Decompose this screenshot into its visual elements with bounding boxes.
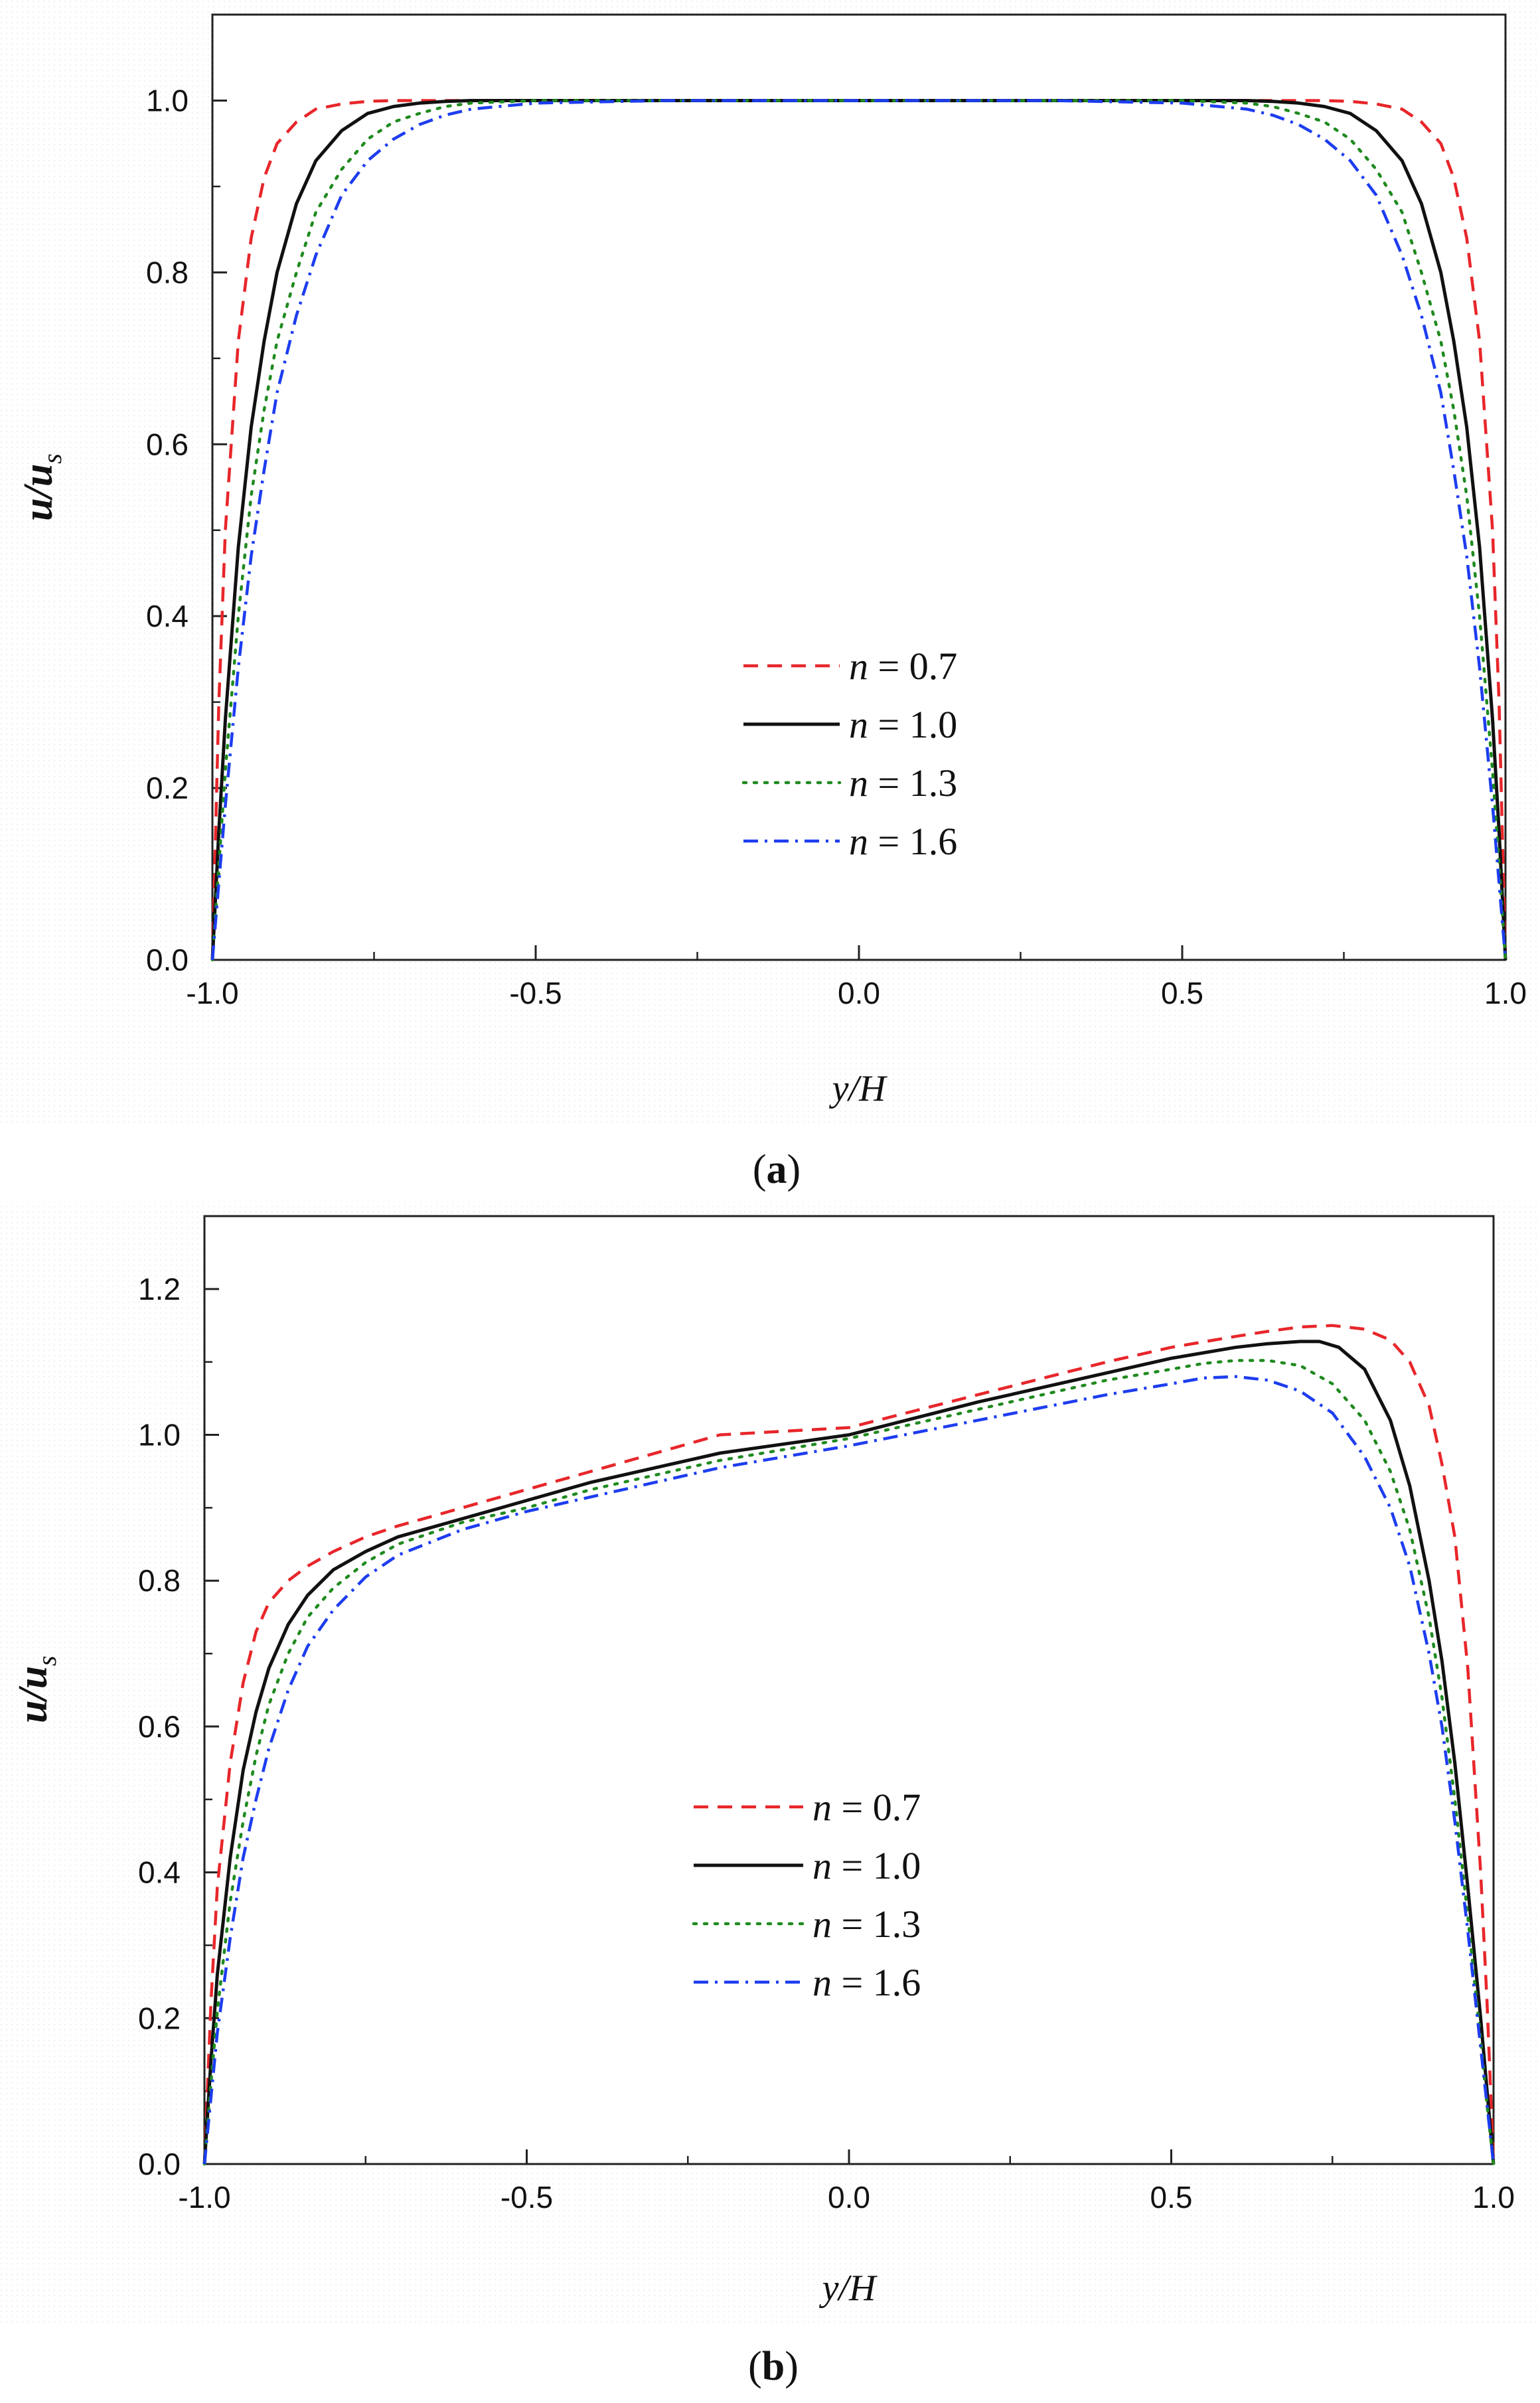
legend-label-value: = 0.7	[832, 1786, 921, 1829]
legend-label: n = 1.0	[812, 1844, 921, 1887]
legend-label-value: = 1.0	[832, 1844, 921, 1887]
series-line-n-0-7	[202, 1324, 1496, 2165]
chart-panel-a: -1.0 -0.5 0.0 0.5 1.0 0.0 0.2 0.4 0.6 0.8 1.0 n = …	[0, 0, 1540, 1125]
legend-label-var: n	[812, 1844, 832, 1887]
legend-label-var: n	[812, 1961, 832, 2004]
x-tick-label: -0.5	[509, 976, 562, 1010]
y-tick-label: 0.4	[138, 1855, 181, 1890]
legend-label: n = 0.7	[849, 645, 957, 688]
legend-label-var: n	[812, 1902, 832, 1946]
legend-label-var: n	[849, 820, 868, 863]
legend-label-value: = 1.3	[832, 1902, 921, 1946]
series-line-n-1-6	[210, 99, 1507, 961]
x-tick-label: 1.0	[1472, 2180, 1515, 2214]
legend-label-var: n	[812, 1786, 832, 1829]
y-tick-label: 1.2	[138, 1272, 181, 1306]
y-tick-label: 0.2	[138, 2001, 181, 2035]
y-tick-label: 0.2	[146, 771, 189, 805]
legend-label: n = 1.6	[849, 820, 957, 863]
legend-label-var: n	[849, 703, 868, 746]
series-group-b	[202, 1324, 1496, 2166]
plot-area-b	[203, 1215, 1495, 2165]
y-tick-label: 0.0	[146, 943, 189, 977]
y-tick-label: 1.0	[138, 1418, 181, 1452]
x-tick-label: -1.0	[186, 976, 238, 1010]
series-line-n-1-3	[202, 1359, 1496, 2166]
series-group-a	[210, 99, 1507, 962]
x-tick-label: 1.0	[1484, 976, 1527, 1010]
y-tick-label: 0.0	[138, 2147, 181, 2181]
y-tick-label: 1.0	[146, 83, 189, 117]
series-line-n-1-3	[210, 99, 1507, 962]
y-tick-label: 0.8	[138, 1563, 181, 1598]
panel-caption-a: (a)	[753, 1147, 801, 1192]
legend-label: n = 1.0	[849, 703, 957, 746]
y-axis-label-b: u/us	[11, 1656, 62, 1723]
x-tick-label: 0.0	[828, 2180, 870, 2214]
ticks-b: -1.0 -0.5 0.0 0.5 1.0 0.0 0.2 0.4 0.6 0.8 1.0 1.2	[138, 1272, 1515, 2214]
y-tick-label: 0.8	[146, 255, 189, 289]
x-axis-label-b: y/H	[819, 2268, 878, 2309]
legend-label-value: = 1.6	[868, 820, 957, 863]
legend-b: n = 0.7n = 1.0n = 1.3n = 1.6	[692, 1786, 921, 2004]
x-tick-label: 0.5	[1150, 2180, 1193, 2214]
y-tick-label: 0.4	[146, 599, 189, 633]
x-tick-label: -1.0	[178, 2180, 230, 2214]
ticks-a: -1.0 -0.5 0.0 0.5 1.0 0.0 0.2 0.4 0.6 0.8 1.0	[146, 83, 1527, 1010]
x-tick-label: 0.0	[838, 976, 880, 1010]
x-tick-label: 0.5	[1161, 976, 1203, 1010]
y-tick-label: 0.6	[138, 1709, 181, 1744]
legend-a: n = 0.7n = 1.0n = 1.3n = 1.6	[741, 645, 957, 863]
legend-label-value: = 0.7	[868, 645, 957, 688]
panel-caption-b: (b)	[748, 2344, 799, 2389]
legend-label: n = 1.6	[812, 1961, 921, 2004]
legend-label-value: = 1.0	[868, 703, 957, 746]
x-tick-label: -0.5	[501, 2180, 553, 2214]
plot-area-a	[211, 13, 1507, 961]
legend-label: n = 1.3	[812, 1902, 921, 1946]
legend-label-value: = 1.6	[832, 1961, 921, 2004]
series-line-n-1-0	[210, 99, 1507, 961]
legend-label-value: = 1.3	[868, 761, 957, 805]
legend-label-var: n	[849, 645, 868, 688]
series-line-n-1-0	[202, 1340, 1496, 2165]
legend-label: n = 1.3	[849, 761, 957, 805]
legend-label-var: n	[849, 761, 868, 805]
x-axis-label-a: y/H	[829, 1068, 887, 1109]
chart-panel-b: -1.0 -0.5 0.0 0.5 1.0 0.0 0.2 0.4 0.6 0.8 1.0 1.2 n…	[0, 1202, 1540, 2327]
y-axis-label-a: u/us	[16, 453, 67, 521]
y-tick-label: 0.6	[146, 427, 189, 461]
series-line-n-1-6	[202, 1375, 1496, 2165]
legend-label: n = 0.7	[812, 1786, 921, 1829]
